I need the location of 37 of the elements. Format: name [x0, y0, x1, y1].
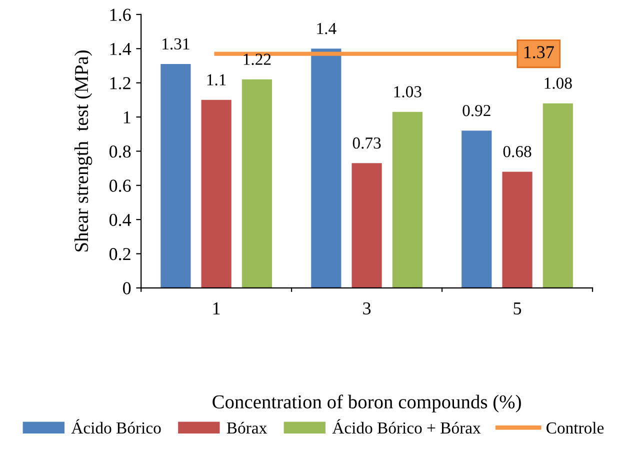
data-label: 0.73	[352, 137, 381, 149]
bar	[542, 103, 573, 288]
data-label: 1.37	[524, 46, 554, 58]
data-label: 0.92	[462, 104, 490, 116]
bar	[242, 79, 272, 288]
data-label: 0.68	[503, 146, 532, 158]
bar	[160, 64, 191, 288]
y-tick-label: 1.2	[110, 77, 130, 90]
bar	[392, 112, 422, 288]
bar	[311, 48, 342, 288]
data-label: 1.22	[244, 54, 271, 65]
legend-label: Ácido Bórico + Bórax	[332, 419, 481, 434]
data-label: 1.08	[544, 78, 572, 89]
x-axis-title: Concentration of boron compounds (%)	[212, 394, 521, 412]
legend-label: Controle	[546, 422, 604, 434]
y-tick-label: 1	[124, 111, 130, 124]
bar	[201, 100, 232, 288]
data-label: 1.1	[207, 74, 226, 86]
y-tick-label: 1.6	[110, 8, 131, 21]
y-axis-title: Shear strength test (MPa)	[74, 50, 92, 252]
bar	[352, 163, 382, 288]
legend-label: Bórax	[226, 422, 267, 434]
y-tick-label: 0	[123, 282, 131, 294]
y-tick-label: 0.4	[109, 214, 132, 226]
data-label: 1.4	[317, 22, 336, 34]
data-label: 1.31	[162, 38, 190, 50]
x-tick-label: 5	[514, 302, 522, 315]
y-tick-label: 0.8	[109, 145, 131, 158]
y-tick-label: 1.4	[110, 42, 132, 56]
bar	[502, 172, 532, 288]
data-label: 1.03	[394, 86, 422, 98]
legend-label: Ácido Bórico	[71, 419, 161, 434]
bar	[462, 130, 492, 288]
y-tick-label: 0.2	[109, 248, 130, 260]
x-tick-label: 3	[363, 302, 371, 315]
y-tick-label: 0.6	[109, 180, 131, 192]
x-tick-label: 1	[213, 302, 220, 314]
